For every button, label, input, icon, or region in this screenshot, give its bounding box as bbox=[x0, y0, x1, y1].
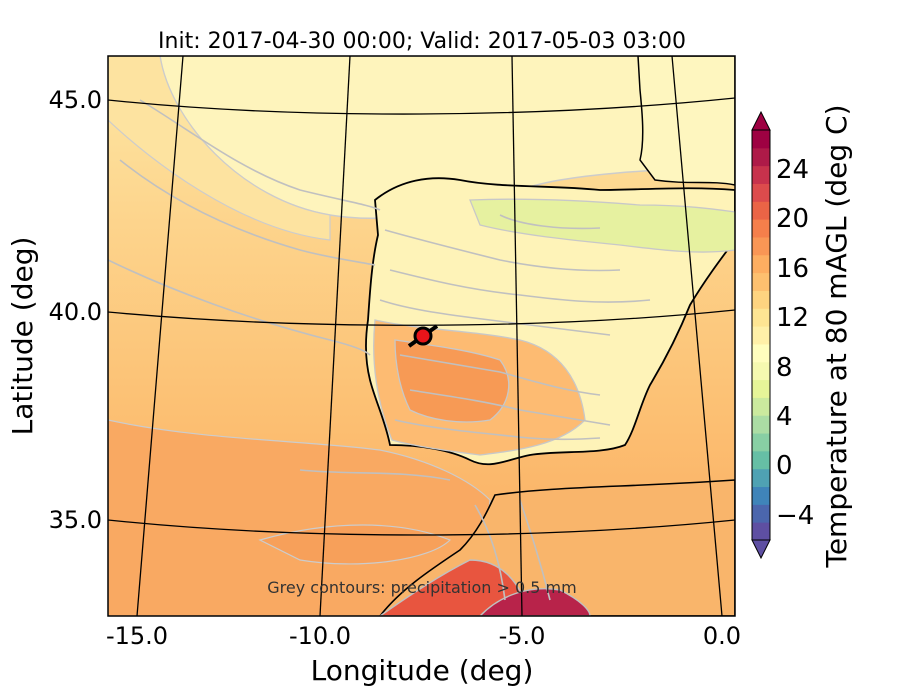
colorbar-label: Temperature at 80 mAGL (deg C) bbox=[820, 104, 853, 568]
colorbar-segment bbox=[752, 379, 770, 398]
colorbar-max-extend bbox=[751, 110, 771, 131]
map-panel: Grey contours: precipitation > 0.5 mm bbox=[108, 56, 735, 616]
colorbar-segment bbox=[752, 326, 770, 345]
france-land bbox=[637, 56, 735, 186]
colorbar-segment bbox=[752, 308, 770, 327]
colorbar-segment bbox=[752, 522, 770, 541]
colorbar-segment bbox=[752, 415, 770, 434]
parallel-40 bbox=[108, 309, 735, 326]
x-tick-label: 0.0 bbox=[703, 622, 741, 650]
colorbar-segment bbox=[752, 504, 770, 523]
x-axis: -15.0 -10.0 -5.0 0.0 Longitude (deg) bbox=[106, 622, 741, 687]
north-mild-band bbox=[108, 56, 331, 241]
colorbar-tick: 0 bbox=[776, 451, 793, 481]
colorbar-segment bbox=[752, 290, 770, 309]
contour-note: Grey contours: precipitation > 0.5 mm bbox=[267, 578, 576, 597]
colorbar-segments bbox=[752, 130, 770, 541]
x-tick-label: -15.0 bbox=[106, 622, 168, 650]
x-axis-label: Longitude (deg) bbox=[311, 654, 534, 687]
colorbar-segment bbox=[752, 397, 770, 416]
parallel-35 bbox=[108, 519, 735, 536]
meridian-0 bbox=[671, 56, 723, 616]
colorbar-segment bbox=[752, 130, 770, 149]
meridian-10w bbox=[319, 56, 351, 616]
colorbar-tick: −4 bbox=[776, 501, 814, 531]
colorbar-segment bbox=[752, 147, 770, 167]
y-tick-label: 45.0 bbox=[49, 86, 102, 114]
y-tick-label: 40.0 bbox=[49, 298, 102, 326]
colorbar-segment bbox=[752, 201, 770, 220]
colorbar-tick: 16 bbox=[776, 254, 809, 284]
colorbar-segment bbox=[752, 450, 770, 470]
iberia-cool-north bbox=[469, 198, 735, 253]
precip-contours bbox=[108, 99, 651, 481]
colorbar-segment bbox=[752, 272, 770, 291]
colorbar-tick: 20 bbox=[776, 204, 809, 234]
colorbar-segment bbox=[752, 468, 770, 488]
colorbar-segment bbox=[752, 486, 770, 505]
colorbar-segment bbox=[752, 254, 770, 274]
africa-grey-contours bbox=[474, 499, 551, 601]
colorbar-segment bbox=[752, 433, 770, 452]
graticule bbox=[108, 56, 735, 616]
colorbar-segment bbox=[752, 219, 770, 238]
parallel-45 bbox=[108, 97, 735, 115]
colorbar-segment bbox=[752, 236, 770, 256]
colorbar-tick: 24 bbox=[776, 155, 809, 185]
colorbar-tick: 8 bbox=[776, 353, 793, 383]
colorbar: 24 20 16 12 8 4 0 −4 Temperature at 80 m… bbox=[751, 104, 853, 569]
colorbar-segment bbox=[752, 361, 770, 381]
meridian-15w bbox=[136, 56, 184, 616]
southwest-warm-sea bbox=[108, 419, 491, 616]
y-axis-label: Latitude (deg) bbox=[6, 237, 39, 436]
map-title: Init: 2017-04-30 00:00; Valid: 2017-05-0… bbox=[158, 29, 686, 54]
africa-very-hot bbox=[479, 588, 591, 616]
colorbar-tick: 12 bbox=[776, 303, 809, 333]
site-marker bbox=[407, 324, 439, 348]
map-frame bbox=[107, 55, 736, 617]
colorbar-frame bbox=[751, 129, 771, 541]
colorbar-segment bbox=[752, 343, 770, 363]
y-tick-label: 35.0 bbox=[49, 506, 102, 534]
x-tick-label: -5.0 bbox=[499, 622, 546, 650]
colorbar-tick: 4 bbox=[776, 402, 793, 432]
site-marker-circle bbox=[413, 326, 433, 346]
colorbar-min-extend bbox=[751, 539, 771, 560]
y-axis: 45.0 40.0 35.0 Latitude (deg) bbox=[6, 86, 102, 534]
x-tick-label: -10.0 bbox=[289, 622, 351, 650]
colorbar-segment bbox=[752, 183, 770, 202]
colorbar-segment bbox=[752, 165, 770, 184]
meridian-5w bbox=[511, 56, 523, 616]
